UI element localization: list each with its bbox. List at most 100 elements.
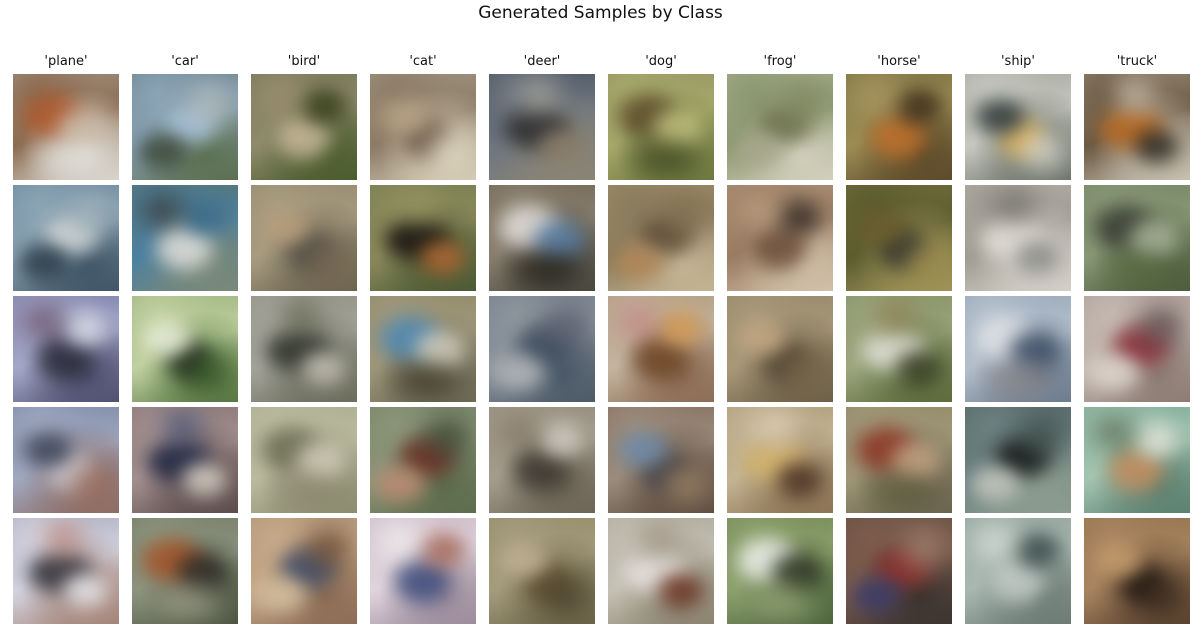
sample-image	[251, 407, 357, 513]
sample-image	[846, 407, 952, 513]
sample-image	[489, 74, 595, 180]
sample-blob	[851, 578, 901, 613]
sample-image	[965, 74, 1071, 180]
sample-image	[489, 185, 595, 291]
sample-image	[727, 296, 833, 402]
column-title: 'truck'	[1116, 54, 1158, 69]
sample-blob	[152, 588, 222, 618]
sample-blob	[256, 578, 306, 613]
sample-blob	[137, 134, 187, 169]
sample-blob	[425, 417, 470, 457]
sample-image	[1084, 185, 1190, 291]
sample-blob	[63, 311, 108, 346]
sample-image	[727, 407, 833, 513]
sample-blob	[306, 528, 351, 568]
sample-blob	[653, 109, 703, 149]
sample-blob	[757, 412, 797, 442]
column-title: 'ship'	[1000, 54, 1036, 69]
sample-blob	[182, 200, 227, 235]
sample-image	[13, 518, 119, 624]
sample-image	[132, 518, 238, 624]
sample-blob	[271, 477, 341, 507]
sample-blob	[261, 84, 301, 114]
sample-blob	[1020, 134, 1065, 169]
sample-image	[251, 185, 357, 291]
sample-image	[370, 518, 476, 624]
sample-blob	[638, 523, 678, 553]
sample-blob	[901, 245, 946, 280]
figure-title: Generated Samples by Class	[478, 3, 723, 23]
sample-image	[370, 185, 476, 291]
sample-blob	[1015, 240, 1060, 275]
sample-blob	[901, 528, 946, 568]
sample-image	[251, 74, 357, 180]
sample-blob	[658, 573, 703, 608]
sample-image	[132, 74, 238, 180]
sample-image	[13, 185, 119, 291]
sample-image	[1084, 296, 1190, 402]
column-title: 'cat'	[409, 54, 437, 69]
sample-blob	[732, 134, 782, 169]
sample-image	[132, 296, 238, 402]
sample-image	[608, 296, 714, 402]
sample-blob	[663, 195, 708, 235]
sample-blob	[301, 89, 346, 124]
sample-image	[251, 296, 357, 402]
sample-blob	[777, 200, 822, 235]
sample-blob	[1139, 578, 1184, 613]
sample-blob	[1114, 79, 1154, 109]
sample-blob	[18, 245, 68, 280]
sample-blob	[182, 462, 227, 497]
sample-blob	[58, 109, 108, 149]
sample-blob	[618, 432, 668, 467]
column-title: 'plane'	[44, 54, 88, 69]
sample-blob	[1129, 220, 1179, 260]
sample-blob	[63, 573, 108, 608]
sample-blob	[534, 220, 584, 260]
sample-blob	[296, 442, 346, 482]
sample-blob	[970, 467, 1020, 502]
sample-blob	[663, 467, 708, 502]
sample-blob	[1010, 331, 1060, 371]
sample-blob	[420, 240, 465, 275]
sample-blob	[380, 528, 420, 558]
sample-blob	[420, 533, 465, 568]
sample-image	[965, 296, 1071, 402]
sample-image	[489, 518, 595, 624]
sample-blob	[995, 190, 1035, 220]
sample-blob	[1104, 255, 1174, 285]
sample-image	[370, 74, 476, 180]
sample-blob	[1094, 417, 1134, 447]
sample-image	[370, 407, 476, 513]
sample-image	[727, 185, 833, 291]
sample-image	[846, 518, 952, 624]
sample-image	[727, 518, 833, 624]
sample-blob	[68, 467, 113, 502]
sample-blob	[142, 195, 182, 225]
sample-blob	[628, 144, 698, 174]
sample-blob	[380, 99, 430, 134]
sample-blob	[415, 331, 465, 371]
column-title: 'frog'	[763, 54, 797, 69]
column-title: 'dog'	[645, 54, 677, 69]
sample-blob	[162, 412, 202, 442]
sample-image	[489, 296, 595, 402]
sample-image	[965, 407, 1071, 513]
sample-blob	[261, 210, 311, 245]
sample-blob	[985, 366, 1055, 396]
sample-image	[13, 407, 119, 513]
sample-blob	[737, 195, 777, 225]
sample-blob	[777, 462, 822, 497]
sample-blob	[519, 79, 559, 109]
sample-blob	[375, 467, 425, 502]
sample-blob	[301, 351, 346, 386]
sample-blob	[539, 422, 584, 457]
sample-image	[1084, 518, 1190, 624]
sample-blob	[975, 528, 1015, 558]
sample-blob	[68, 195, 113, 235]
sample-image	[132, 407, 238, 513]
sample-blob	[1089, 356, 1139, 391]
sample-blob	[1020, 417, 1065, 457]
sample-image	[1084, 74, 1190, 180]
sample-blob	[306, 245, 351, 280]
